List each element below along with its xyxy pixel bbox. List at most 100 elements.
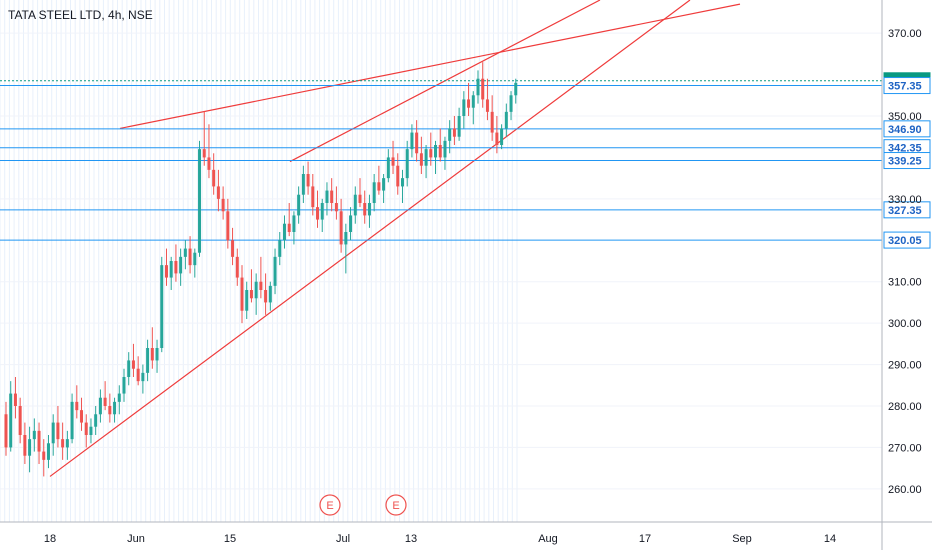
candle[interactable]: [28, 426, 32, 473]
candle[interactable]: [198, 140, 202, 257]
candle[interactable]: [467, 82, 471, 116]
candle[interactable]: [320, 198, 324, 232]
candle[interactable]: [353, 186, 357, 224]
candle[interactable]: [75, 385, 79, 419]
candle[interactable]: [396, 153, 400, 195]
candle[interactable]: [245, 281, 249, 319]
candle[interactable]: [98, 389, 102, 423]
candle[interactable]: [481, 62, 485, 108]
candle[interactable]: [509, 91, 513, 121]
candle[interactable]: [301, 165, 305, 203]
candle[interactable]: [174, 244, 178, 282]
earnings-marker[interactable]: E: [385, 494, 407, 516]
candle[interactable]: [495, 116, 499, 154]
candle[interactable]: [485, 78, 489, 121]
candle[interactable]: [164, 248, 168, 286]
candle[interactable]: [61, 422, 65, 460]
candle[interactable]: [382, 174, 386, 203]
candle[interactable]: [287, 203, 291, 237]
price-levels[interactable]: 358.50357.35346.90342.35339.25327.35320.…: [0, 72, 931, 249]
candle[interactable]: [339, 198, 343, 253]
candle[interactable]: [193, 248, 197, 278]
candle[interactable]: [136, 356, 140, 386]
candle[interactable]: [334, 186, 338, 220]
candle[interactable]: [325, 182, 329, 216]
candle[interactable]: [146, 339, 150, 382]
candle[interactable]: [94, 406, 98, 435]
candle[interactable]: [273, 248, 277, 295]
candle[interactable]: [415, 120, 419, 162]
candle[interactable]: [349, 207, 353, 241]
candle[interactable]: [9, 381, 13, 452]
trendline-1[interactable]: [49, 0, 691, 477]
candle[interactable]: [131, 343, 135, 377]
candle[interactable]: [207, 124, 211, 179]
candle[interactable]: [122, 368, 126, 402]
candle[interactable]: [37, 422, 41, 464]
candle[interactable]: [462, 91, 466, 129]
candle[interactable]: [405, 140, 409, 187]
candle[interactable]: [70, 393, 74, 444]
candle[interactable]: [212, 153, 216, 195]
candle[interactable]: [216, 169, 220, 212]
candle[interactable]: [117, 385, 121, 415]
candle[interactable]: [358, 178, 362, 208]
candle[interactable]: [108, 393, 112, 423]
candle[interactable]: [254, 273, 258, 315]
trendline-2[interactable]: [119, 3, 741, 130]
candle[interactable]: [160, 256, 164, 353]
candle[interactable]: [141, 364, 145, 394]
candle[interactable]: [268, 281, 272, 311]
candle[interactable]: [457, 107, 461, 141]
time-axis[interactable]: 18 Jun 15 Jul 13 Aug 17 Sep 14: [0, 521, 932, 545]
candle[interactable]: [84, 414, 88, 448]
candle[interactable]: [89, 418, 93, 444]
candle[interactable]: [429, 132, 433, 166]
candle[interactable]: [18, 397, 22, 444]
candle[interactable]: [514, 78, 518, 104]
candle[interactable]: [363, 190, 367, 224]
candle[interactable]: [316, 190, 320, 228]
candle[interactable]: [344, 223, 348, 274]
candle[interactable]: [42, 439, 46, 477]
candle[interactable]: [330, 178, 334, 212]
candle[interactable]: [179, 248, 183, 286]
candle[interactable]: [367, 194, 371, 228]
candle[interactable]: [443, 136, 447, 170]
price-axis[interactable]: 370.00 350.00 330.00 310.00 300.00 290.00 280.…: [881, 0, 922, 550]
candle[interactable]: [231, 227, 235, 266]
candle[interactable]: [240, 265, 244, 324]
candle[interactable]: [434, 140, 438, 174]
candle[interactable]: [471, 91, 475, 125]
candle[interactable]: [65, 430, 69, 460]
candle[interactable]: [377, 165, 381, 195]
candle[interactable]: [80, 397, 84, 431]
candle[interactable]: [221, 186, 225, 220]
candle[interactable]: [438, 128, 442, 162]
earnings-marker[interactable]: E: [319, 494, 341, 516]
candle[interactable]: [169, 256, 173, 290]
candle[interactable]: [32, 418, 36, 452]
candle[interactable]: [226, 198, 230, 249]
candle[interactable]: [400, 169, 404, 203]
candle[interactable]: [452, 116, 456, 145]
candle[interactable]: [410, 124, 414, 158]
candle[interactable]: [264, 273, 268, 315]
candle[interactable]: [448, 120, 452, 154]
candle[interactable]: [249, 269, 253, 303]
candle[interactable]: [235, 248, 239, 286]
candle[interactable]: [155, 339, 159, 373]
candle[interactable]: [282, 215, 286, 249]
candle[interactable]: [13, 377, 17, 419]
candle[interactable]: [372, 174, 376, 212]
candle[interactable]: [419, 136, 423, 174]
candle[interactable]: [56, 406, 60, 448]
candle[interactable]: [306, 161, 310, 195]
candle[interactable]: [311, 174, 315, 216]
candle[interactable]: [259, 256, 263, 299]
candle[interactable]: [150, 327, 154, 369]
candle[interactable]: [391, 140, 395, 174]
